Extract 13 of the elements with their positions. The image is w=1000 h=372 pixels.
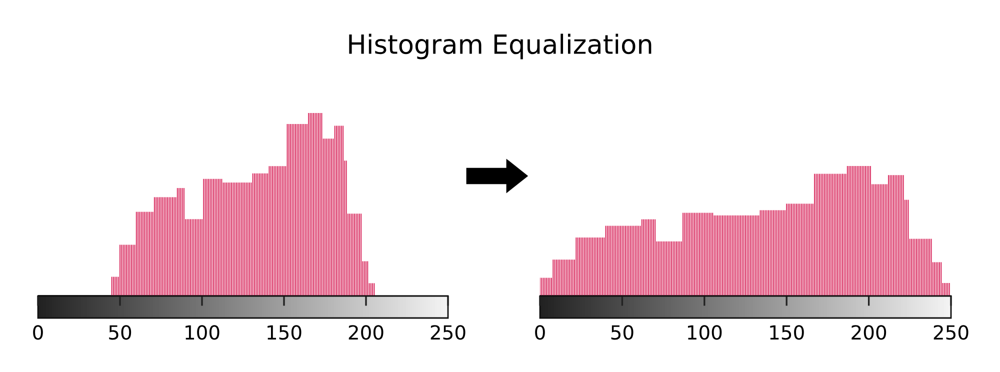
x-tick-label: 200 [348, 325, 384, 340]
x-tick-label: 200 [852, 325, 886, 340]
chart-title: Histogram Equalization [349, 34, 652, 60]
x-tick-label: 0 [33, 325, 43, 340]
x-tick-label: 0 [535, 325, 545, 340]
x-tick-label: 250 [430, 325, 466, 340]
x-tick-label: 50 [611, 325, 634, 340]
x-tick-label: 50 [109, 325, 132, 340]
x-tick-label: 250 [934, 325, 968, 340]
x-tick-label: 100 [688, 325, 722, 340]
x-tick-label: 150 [770, 325, 804, 340]
x-tick-label: 150 [268, 325, 302, 340]
x-tick-label: 100 [186, 325, 220, 340]
